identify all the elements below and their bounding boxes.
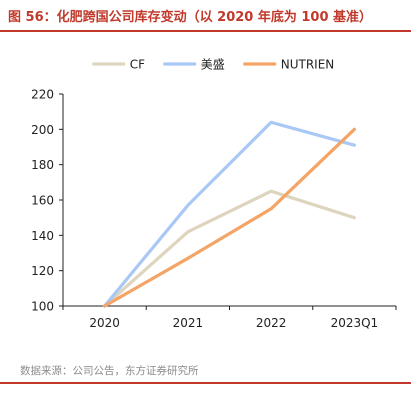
chart-legend: CF 美盛 NUTRIEN (92, 57, 335, 72)
legend-label-0: CF (130, 58, 145, 72)
chart-series (102, 120, 356, 308)
y-tick-label: 160 (31, 194, 54, 208)
legend-label-1: 美盛 (201, 57, 225, 72)
y-tick-label: 120 (31, 264, 54, 278)
x-tick-label: 2021 (173, 316, 204, 330)
y-tick-label: 100 (31, 300, 54, 314)
figure-title: 图 56：化肥跨国公司库存变动（以 2020 年底为 100 基准） (8, 10, 373, 25)
y-tick-label: 180 (31, 158, 54, 172)
series-line-1 (102, 120, 356, 308)
y-tick-label: 220 (31, 88, 54, 102)
source-note: 数据来源：公司公告，东方证券研究所 (20, 365, 199, 377)
y-tick-label: 140 (31, 229, 54, 243)
legend-label-2: NUTRIEN (281, 58, 335, 72)
series-line-2 (102, 127, 356, 308)
chart-axes: 100 120 140 160 180 200 220 2020 2021 2022 2023Q1 (31, 88, 397, 330)
bottom-divider (0, 382, 411, 384)
line-chart: CF 美盛 NUTRIEN 100 120 140 160 180 200 220 2020 202… (31, 57, 397, 330)
y-tick-label: 200 (31, 123, 54, 137)
series-line-0 (102, 189, 356, 308)
x-tick-label: 2022 (256, 316, 287, 330)
x-tick-label: 2023Q1 (331, 316, 379, 330)
x-tick-label: 2020 (89, 316, 120, 330)
title-divider (0, 30, 411, 32)
